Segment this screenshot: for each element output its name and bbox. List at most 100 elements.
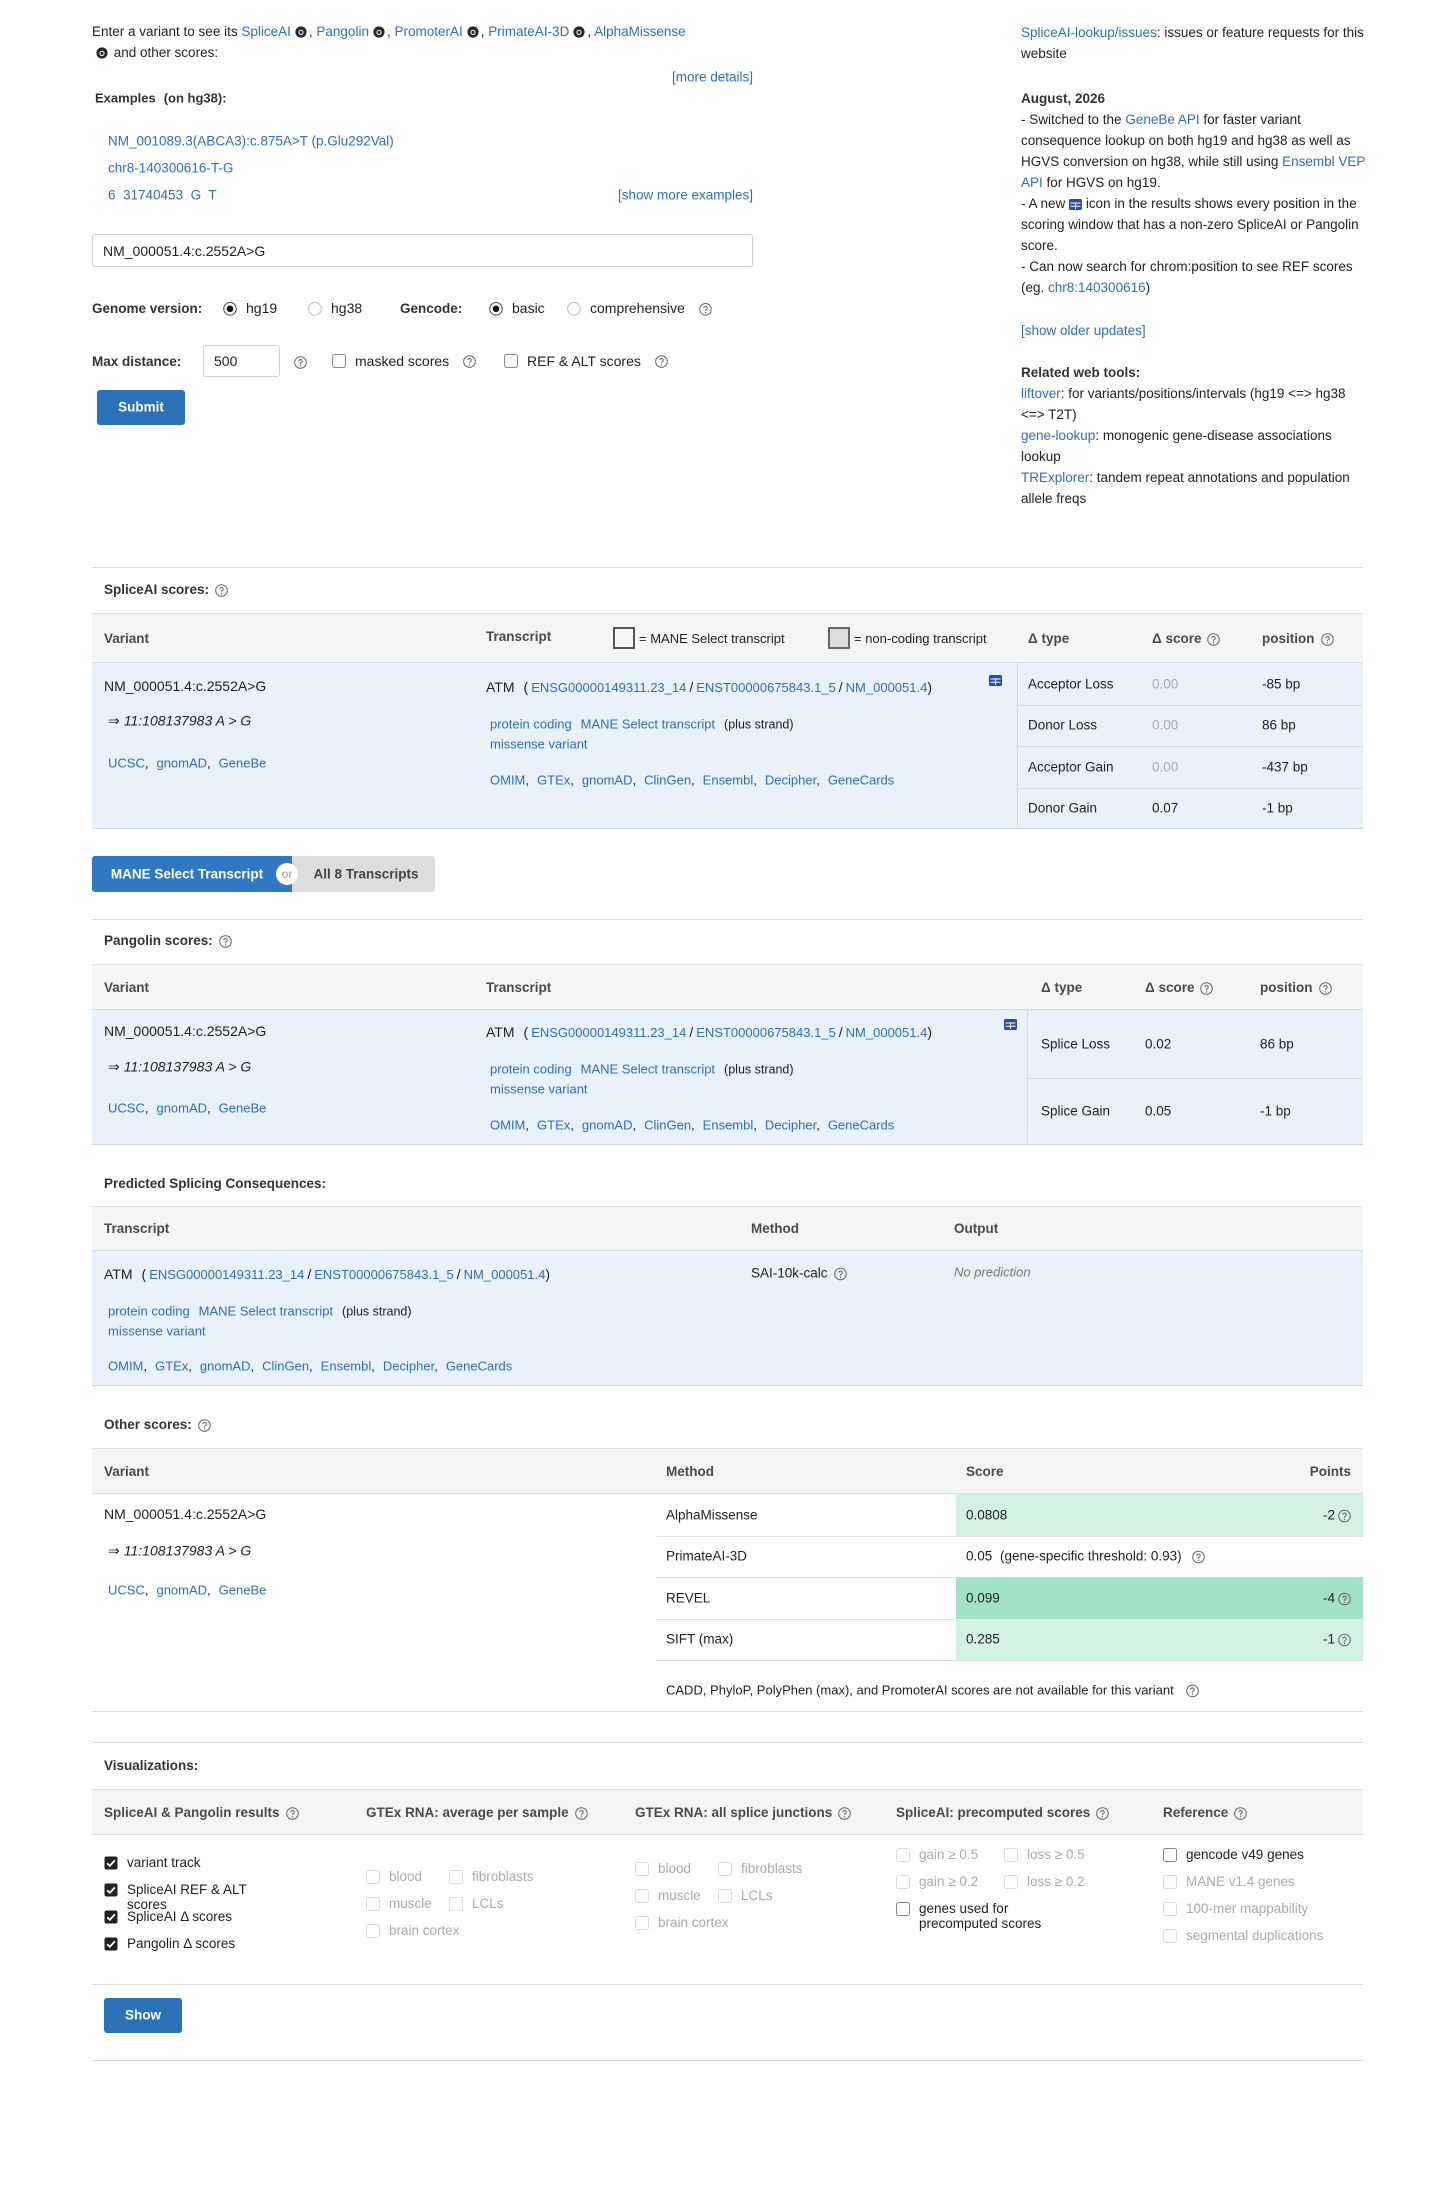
- checkbox-item[interactable]: gain ≥ 0.2: [896, 1874, 1066, 1904]
- checkbox-item[interactable]: SpliceAI REF & ALT scores: [104, 1882, 274, 1912]
- checkbox-item[interactable]: fibroblasts: [718, 1861, 888, 1891]
- checkbox-item[interactable]: genes used for precomputed scores: [896, 1901, 1066, 1931]
- checkbox-item[interactable]: muscle: [366, 1896, 536, 1926]
- link[interactable]: TRExplorer: [1021, 470, 1090, 485]
- link[interactable]: Decipher: [764, 1117, 817, 1133]
- link[interactable]: OMIM: [490, 1117, 526, 1133]
- link[interactable]: GTEx: [537, 772, 571, 788]
- link[interactable]: Ensembl: [320, 1358, 372, 1374]
- link[interactable]: Ensembl VEP API: [1021, 154, 1366, 190]
- link[interactable]: Decipher: [764, 772, 817, 788]
- link[interactable]: gene-lookup: [1021, 428, 1096, 443]
- checkbox-item[interactable]: fibroblasts: [449, 1869, 619, 1899]
- link[interactable]: GTEx: [155, 1358, 189, 1374]
- link[interactable]: UCSC: [108, 755, 145, 771]
- biotype[interactable]: protein coding: [490, 1061, 572, 1077]
- more-details[interactable]: [more details]: [671, 69, 753, 85]
- link[interactable]: gnomAD: [581, 772, 633, 788]
- example[interactable]: chr8-140300616-T-G: [108, 160, 234, 176]
- checkbox-item[interactable]: variant track: [104, 1855, 274, 1885]
- link[interactable]: Ensembl: [702, 1117, 754, 1133]
- link[interactable]: gnomAD: [156, 1582, 208, 1598]
- link[interactable]: chr8:140300616: [1048, 280, 1146, 295]
- link[interactable]: GeneCards: [827, 1117, 895, 1133]
- link[interactable]: gnomAD: [156, 755, 208, 771]
- transcript-id[interactable]: ENSG00000149311.23_14: [531, 680, 687, 695]
- tool-link[interactable]: Pangolin: [316, 24, 369, 39]
- mane-tag[interactable]: MANE Select transcript: [580, 716, 716, 732]
- text-line[interactable]: comprehensive: [567, 300, 712, 316]
- toggle-all[interactable]: All 8 Transcripts: [292, 856, 435, 892]
- example[interactable]: NM_001089.3(ABCA3):c.875A>T (p.Glu292Val…: [108, 133, 394, 149]
- link[interactable]: gnomAD: [199, 1358, 251, 1374]
- mane-tag[interactable]: MANE Select transcript: [580, 1061, 716, 1077]
- tool-link[interactable]: SpliceAI: [241, 24, 291, 39]
- text-line[interactable]: hg38: [308, 300, 362, 316]
- checkbox-item[interactable]: MANE v1.4 genes: [1163, 1874, 1333, 1904]
- show-button[interactable]: Show: [104, 1998, 182, 2033]
- variant-input[interactable]: NM_000051.4:c.2552A>G: [92, 234, 753, 267]
- mane-tag[interactable]: MANE Select transcript: [198, 1303, 334, 1319]
- link[interactable]: GeneBe: [218, 1100, 267, 1116]
- link[interactable]: Decipher: [382, 1358, 435, 1374]
- transcript-id[interactable]: ENST00000675843.1_5: [696, 1025, 836, 1040]
- link[interactable]: GTEx: [537, 1117, 571, 1133]
- checkbox-item[interactable]: blood: [366, 1869, 536, 1899]
- older-updates[interactable]: [show older updates]: [1021, 323, 1146, 338]
- text-line[interactable]: REF & ALT scores: [504, 353, 668, 369]
- link[interactable]: OMIM: [108, 1358, 144, 1374]
- submit-button[interactable]: Submit: [97, 390, 185, 425]
- toggle-mane[interactable]: MANE Select Transcript: [92, 856, 292, 892]
- checkbox-item[interactable]: loss ≥ 0.5: [1004, 1847, 1174, 1877]
- checkbox-item[interactable]: LCLs: [449, 1896, 619, 1926]
- link[interactable]: ClinGen: [644, 772, 692, 788]
- checkbox-item[interactable]: SpliceAI Δ scores: [104, 1909, 274, 1939]
- checkbox-item[interactable]: brain cortex: [635, 1915, 805, 1945]
- tool-link[interactable]: PromoterAI: [394, 24, 463, 39]
- transcript-id[interactable]: ENSG00000149311.23_14: [531, 1025, 687, 1040]
- link[interactable]: OMIM: [490, 772, 526, 788]
- text-line[interactable]: hg19: [223, 300, 277, 316]
- biotype[interactable]: protein coding: [108, 1303, 190, 1319]
- link[interactable]: Ensembl: [702, 772, 754, 788]
- checkbox-item[interactable]: segmental duplications: [1163, 1928, 1333, 1958]
- checkbox-item[interactable]: gain ≥ 0.5: [896, 1847, 1066, 1877]
- link[interactable]: liftover: [1021, 386, 1061, 401]
- link[interactable]: gnomAD: [156, 1100, 208, 1116]
- checkbox-item[interactable]: blood: [635, 1861, 805, 1891]
- consequence[interactable]: missense variant: [108, 1323, 206, 1339]
- text-line[interactable]: basic: [489, 300, 545, 316]
- transcript-id[interactable]: ENST00000675843.1_5: [314, 1267, 454, 1282]
- link[interactable]: ClinGen: [644, 1117, 692, 1133]
- link[interactable]: GeneBe: [218, 755, 267, 771]
- transcript-id[interactable]: NM_000051.4: [845, 1025, 928, 1040]
- checkbox-item[interactable]: LCLs: [718, 1888, 888, 1918]
- checkbox-item[interactable]: Pangolin Δ scores: [104, 1936, 274, 1966]
- link[interactable]: GeneCards: [827, 772, 895, 788]
- checkbox-item[interactable]: 100-mer mappability: [1163, 1901, 1333, 1931]
- checkbox-item[interactable]: loss ≥ 0.2: [1004, 1874, 1174, 1904]
- checkbox-item[interactable]: muscle: [635, 1888, 805, 1918]
- checkbox-item[interactable]: brain cortex: [366, 1923, 536, 1953]
- link[interactable]: UCSC: [108, 1582, 145, 1598]
- link[interactable]: GeneCards: [445, 1358, 513, 1374]
- consequence[interactable]: missense variant: [490, 1081, 588, 1097]
- tool-link[interactable]: PrimateAI-3D: [488, 24, 570, 39]
- transcript-id[interactable]: ENSG00000149311.23_14: [149, 1267, 305, 1282]
- checkbox-item[interactable]: gencode v49 genes: [1163, 1847, 1333, 1877]
- link[interactable]: gnomAD: [581, 1117, 633, 1133]
- link[interactable]: UCSC: [108, 1100, 145, 1116]
- transcript-id[interactable]: NM_000051.4: [463, 1267, 546, 1282]
- link[interactable]: GeneBe: [218, 1582, 267, 1598]
- more-examples[interactable]: [show more examples]: [617, 187, 753, 203]
- text-line[interactable]: masked scores: [332, 353, 476, 369]
- link[interactable]: SpliceAI-lookup/issues: [1021, 25, 1157, 40]
- link[interactable]: ClinGen: [262, 1358, 310, 1374]
- tool-link[interactable]: AlphaMissense: [594, 24, 686, 39]
- biotype[interactable]: protein coding: [490, 716, 572, 732]
- max-distance-input[interactable]: 500: [203, 345, 280, 377]
- transcript-id[interactable]: ENST00000675843.1_5: [696, 680, 836, 695]
- transcript-id[interactable]: NM_000051.4: [845, 680, 928, 695]
- example[interactable]: 6 31740453 G T: [108, 187, 217, 203]
- consequence[interactable]: missense variant: [490, 736, 588, 752]
